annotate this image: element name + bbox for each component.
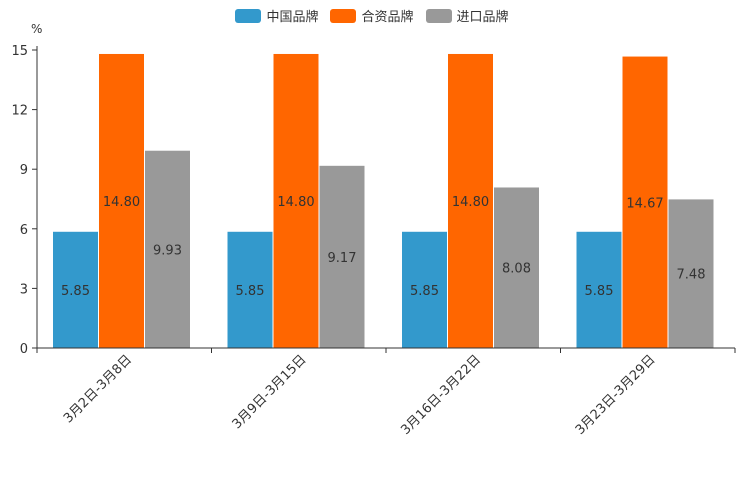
legend-label-import: 进口品牌 <box>456 10 509 25</box>
bar-s1-c3 <box>622 56 668 348</box>
y-tick-label-3: 9 <box>20 163 28 178</box>
bar-s1-c0 <box>99 53 144 349</box>
bar-s1-c1 <box>273 53 319 349</box>
y-axis-unit: % <box>31 22 43 36</box>
data-label-s1-c3: 14.67 <box>626 196 663 211</box>
legend-swatch-china <box>235 8 262 23</box>
data-label-s2-c0: 9.93 <box>153 243 182 258</box>
data-label-s0-c3: 5.85 <box>585 284 614 299</box>
bar-s1-c2 <box>448 53 493 349</box>
x-tick-label-0: 3月2日-3月8日 <box>61 352 135 426</box>
legend-item-china[interactable]: 中国品牌 <box>235 6 318 25</box>
data-label-s0-c1: 5.85 <box>236 284 265 299</box>
data-label-s2-c3: 7.48 <box>677 268 706 283</box>
x-tick-label-3: 3月23日-3月29日 <box>573 352 659 438</box>
bar-s2-c0 <box>145 150 190 348</box>
bar-s2-c2 <box>494 187 539 348</box>
bar-s0-c2 <box>402 231 447 348</box>
y-tick-label-4: 12 <box>11 104 28 119</box>
y-tick-label-1: 3 <box>20 282 28 297</box>
bar-s0-c3 <box>576 231 622 348</box>
data-label-s0-c2: 5.85 <box>410 284 439 299</box>
data-label-s2-c1: 9.17 <box>328 251 357 266</box>
y-tick-label-0: 0 <box>20 342 28 357</box>
data-label-s1-c0: 14.80 <box>103 195 140 210</box>
x-tick-label-2: 3月16日-3月22日 <box>398 352 484 438</box>
legend-label-china: 中国品牌 <box>266 10 319 25</box>
x-tick-label-1: 3月9日-3月15日 <box>230 352 310 432</box>
legend-swatch-joint <box>330 8 357 23</box>
data-label-s1-c2: 14.80 <box>452 195 489 210</box>
legend-item-joint[interactable]: 合资品牌 <box>330 6 414 25</box>
legend-swatch-import <box>425 8 452 23</box>
bar-s2-c1 <box>319 165 365 348</box>
y-tick-label-5: 15 <box>11 44 28 59</box>
data-label-s2-c2: 8.08 <box>502 262 531 277</box>
legend-label-joint: 合资品牌 <box>361 10 414 25</box>
bar-s0-c0 <box>53 231 98 348</box>
data-label-s0-c0: 5.85 <box>61 284 90 299</box>
bar-s0-c1 <box>227 231 273 348</box>
legend-item-import[interactable]: 进口品牌 <box>425 6 509 25</box>
y-tick-label-2: 6 <box>20 223 28 238</box>
data-label-s1-c1: 14.80 <box>277 195 314 210</box>
bar-s2-c3 <box>668 199 714 348</box>
legend: 中国品牌 合资品牌 进口品牌 <box>0 6 744 25</box>
